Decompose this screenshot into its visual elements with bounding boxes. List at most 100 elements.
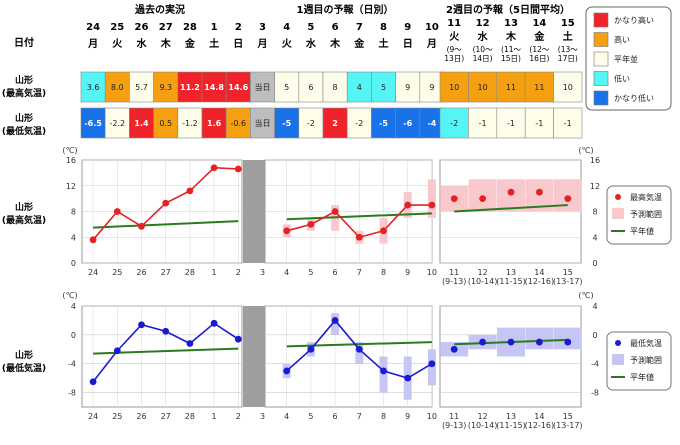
max-week2-cell-value: 10: [449, 83, 459, 92]
min-daily-cell-value: -4: [427, 119, 436, 128]
x-tick-label: 1: [212, 268, 217, 277]
x-tick-label: 24: [88, 412, 98, 421]
min-row-label-kind: (最低気温): [2, 125, 46, 137]
min-daily-cell: [177, 107, 203, 139]
week2-point: [536, 188, 543, 196]
period-range-start: (9〜: [447, 45, 463, 54]
y-tick-label-right: -8: [591, 389, 599, 398]
day-number: 27: [159, 22, 173, 33]
day-weekday: 金: [353, 37, 365, 50]
x-tick-label: 6: [333, 268, 338, 277]
period-range-end: 14日): [473, 54, 493, 63]
min-daily-cell-value: -2: [307, 119, 315, 128]
max-daily-cell-value: 8.0: [111, 83, 124, 92]
x-tick-label: 26: [136, 412, 146, 421]
max-daily-cell-value: 9.3: [159, 83, 172, 92]
forecast-point: [380, 367, 387, 375]
chart2-unit-left: (℃): [62, 291, 77, 300]
period-weekday: 金: [533, 30, 545, 43]
normal-line-week2: [454, 204, 568, 213]
period-weekday: 土: [563, 30, 573, 43]
chart2-today-bar: [243, 306, 265, 407]
y-tick-label-left: 12: [66, 182, 76, 191]
week2-x-range-label: (11-15): [496, 421, 526, 430]
forecast-point: [355, 345, 363, 353]
week2-x-range-label: (10-14): [468, 421, 498, 430]
legend-swatch-high: [593, 32, 609, 47]
day-weekday: 火: [112, 38, 123, 50]
x-tick-label: 28: [185, 268, 195, 277]
observed-point: [162, 327, 170, 335]
min-week2-cell: [439, 107, 469, 139]
max-daily-cell: [225, 71, 251, 103]
min-daily-cell: [395, 107, 421, 139]
day-weekday: 土: [379, 37, 389, 50]
max-row-label-city: 山形: [15, 74, 33, 86]
period-weekday: 木: [505, 30, 517, 43]
week2-point: [450, 345, 458, 353]
max-daily-cell-value: 5.7: [135, 83, 148, 92]
max-daily-cell-value: 9: [405, 83, 410, 92]
day-weekday: 金: [184, 37, 196, 50]
week2-point: [536, 338, 543, 346]
legend-label-point: 最高気温: [630, 192, 662, 202]
min-daily-cell: [346, 107, 372, 139]
week2-point: [479, 338, 486, 346]
period-range-end: 17日): [558, 54, 578, 63]
day-weekday: 日: [233, 38, 243, 50]
min-week2-cell-value: -1: [479, 119, 487, 128]
y-tick-label-right: 16: [590, 156, 600, 165]
week2-x-tick-label: 13: [506, 268, 516, 277]
min-week2-cell-value: -1: [535, 119, 543, 128]
week2-x-range-label: (13-17): [553, 421, 583, 430]
x-tick-label: 25: [112, 412, 122, 421]
period-day-number: 11: [447, 18, 461, 29]
min-daily-cell-value: -2: [355, 119, 363, 128]
y-tick-label-left: 4: [71, 233, 76, 242]
period-day-number: 12: [476, 18, 490, 29]
observed-point: [234, 335, 242, 343]
week2-range-bar: [525, 327, 554, 350]
chart1-today-bar: [243, 160, 265, 263]
period-range-start: (13〜: [558, 45, 578, 54]
day-number: 2: [235, 22, 242, 33]
min-daily-cell-value: -2.2: [109, 119, 125, 128]
day-number: 24: [86, 22, 100, 33]
forecast-point: [307, 345, 315, 353]
normal-line-past: [93, 220, 239, 229]
legend-label-range: 予測範囲: [630, 355, 662, 365]
min-daily-cell: [371, 107, 396, 139]
min-daily-cell-value: -6.5: [84, 119, 102, 128]
chart2-legend-box: [606, 331, 672, 391]
observed-point: [210, 164, 218, 172]
legend-label-vlow: かなり低い: [614, 93, 654, 103]
normal-line-week1: [286, 341, 432, 348]
legend-range-swatch: [612, 208, 624, 219]
period-range-end: 13日): [444, 54, 464, 63]
observed-point: [138, 321, 145, 329]
legend-label-normal: 平年値: [630, 226, 654, 236]
y-tick-label-left: -4: [68, 360, 76, 369]
week2-x-range-label: (12-16): [525, 277, 555, 286]
day-weekday: 日: [403, 38, 413, 50]
date-label: 日付: [14, 36, 34, 49]
day-number: 1: [211, 22, 218, 33]
max-week2-cell: [439, 71, 469, 103]
chart2-unit-right: (℃): [578, 291, 593, 300]
period-range-start: (11〜: [501, 45, 521, 54]
legend-swatch-vhigh: [593, 12, 609, 28]
week2-x-tick-label: 14: [534, 268, 544, 277]
legend-label-normal: 平年値: [630, 372, 654, 382]
period-range-end: 16日): [529, 54, 549, 63]
y-tick-label-left: 16: [66, 156, 76, 165]
max-week2-cell: [524, 71, 554, 103]
min-daily-cell-value: -0.6: [230, 119, 246, 128]
x-tick-label: 26: [136, 268, 146, 277]
observed-point: [113, 208, 121, 215]
max-daily-cell: [274, 71, 300, 103]
legend-label-high: 高い: [614, 35, 630, 45]
week2-x-tick-label: 15: [563, 268, 573, 277]
day-weekday: 火: [282, 38, 293, 50]
